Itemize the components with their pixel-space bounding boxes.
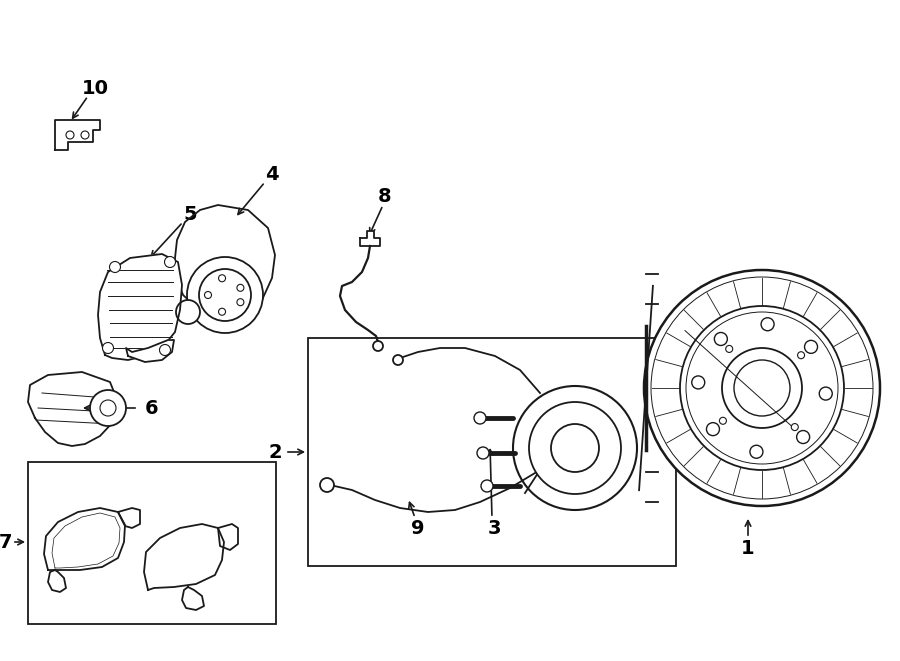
Circle shape [320,478,334,492]
Polygon shape [182,587,204,610]
Circle shape [100,400,116,416]
Circle shape [715,332,727,346]
Circle shape [805,340,817,354]
Circle shape [722,348,802,428]
Polygon shape [55,120,100,150]
Circle shape [797,352,805,359]
Text: 5: 5 [184,204,197,223]
Circle shape [791,424,798,430]
Polygon shape [144,524,224,590]
Polygon shape [218,524,238,550]
Circle shape [81,131,89,139]
Circle shape [219,275,226,282]
Circle shape [761,318,774,330]
Circle shape [513,386,637,510]
Polygon shape [360,231,380,246]
Circle shape [796,430,810,444]
Polygon shape [28,372,118,446]
Circle shape [237,284,244,292]
Circle shape [66,131,74,139]
Text: 10: 10 [82,79,109,98]
Circle shape [373,341,383,351]
Text: 3: 3 [487,518,500,537]
Circle shape [393,355,403,365]
Text: 4: 4 [266,165,279,184]
Bar [28,462,276,624]
Circle shape [750,446,763,458]
Polygon shape [44,508,125,570]
Bar [308,338,676,566]
Text: 6: 6 [145,399,158,418]
Circle shape [706,422,719,436]
Circle shape [644,270,880,506]
Circle shape [237,299,244,305]
Circle shape [187,257,263,333]
Circle shape [165,256,176,268]
Text: 1: 1 [742,539,755,557]
Polygon shape [98,254,182,360]
Circle shape [692,376,705,389]
Circle shape [481,480,493,492]
Circle shape [529,402,621,494]
Circle shape [219,308,226,315]
Circle shape [819,387,832,400]
Circle shape [725,346,733,352]
Polygon shape [175,205,275,322]
Circle shape [719,417,726,424]
Polygon shape [48,570,66,592]
Circle shape [477,447,489,459]
Circle shape [474,412,486,424]
Polygon shape [126,340,174,362]
Text: 8: 8 [378,186,392,206]
Circle shape [680,306,844,470]
Text: 9: 9 [411,518,425,537]
Text: 2: 2 [268,442,282,461]
Circle shape [103,342,113,354]
Circle shape [551,424,599,472]
Circle shape [204,292,212,299]
Circle shape [159,344,170,356]
Polygon shape [118,508,140,528]
Circle shape [176,300,200,324]
Circle shape [110,262,121,272]
Circle shape [90,390,126,426]
Text: 7: 7 [0,533,12,551]
